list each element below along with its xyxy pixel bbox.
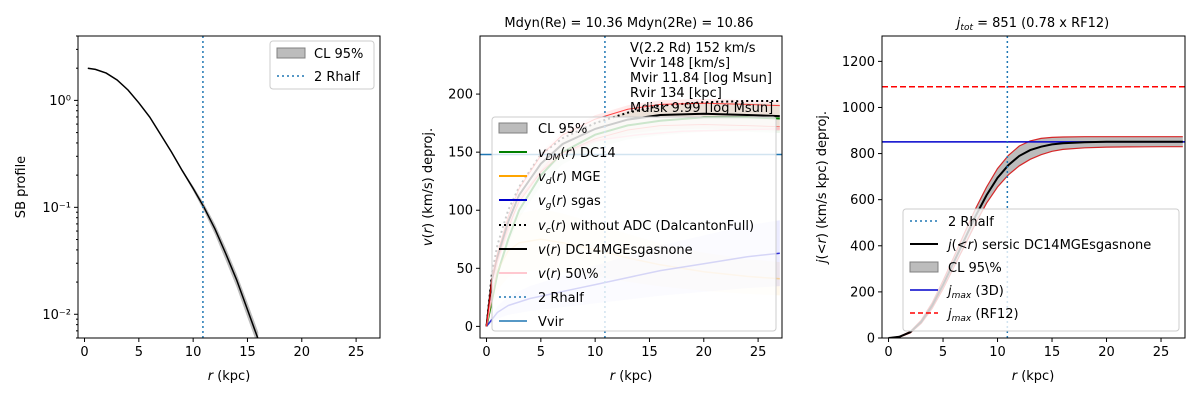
sb-confidence-band [182, 169, 259, 338]
sb-band-area [182, 169, 259, 338]
j-legend-label-jmaxrf12: jmax (RF12) [946, 307, 1019, 324]
sb-ytick-label-0.1: 10⁻¹ [42, 201, 71, 216]
j-xtick-label-25: 25 [1153, 345, 1170, 360]
vel-xtick-label-5: 5 [537, 345, 545, 360]
j-legend-label-sersic: j(<r) sersic DC14MGEsgasnone [946, 238, 1151, 253]
sb-xtick-label-25: 25 [348, 345, 365, 360]
sb-legend-label-rhalf: 2 Rhalf [314, 70, 360, 85]
j-legend-label-band: CL 95\% [948, 261, 1002, 276]
vel-xtick-label-0: 0 [482, 345, 490, 360]
annotation-rvir: Rvir 134 [kpc] [630, 86, 722, 101]
sb-legend-label-band: CL 95% [314, 47, 363, 62]
sb-lines [87, 36, 259, 338]
j-ytick-label-200: 200 [850, 285, 875, 300]
sb-x-label: r (kpc) [208, 369, 251, 384]
j-ytick-label-1000: 1000 [842, 101, 875, 116]
vel-xtick-label-10: 10 [587, 345, 604, 360]
vel-legend-label-v50: v(r) 50\% [538, 267, 599, 282]
vel-ytick-label-200: 200 [448, 88, 473, 103]
j-legend-swatch-band [909, 261, 939, 273]
sb-ytick-label-0.01: 10⁻² [42, 308, 71, 323]
sb-y-label: SB profile [14, 156, 29, 218]
vel-xtick-label-25: 25 [750, 345, 767, 360]
vel-ytick-label-100: 100 [448, 204, 473, 219]
sb-xtick-label-5: 5 [135, 345, 143, 360]
velocity-title: Mdyn(Re) = 10.36 Mdyn(2Re) = 10.86 [504, 16, 753, 31]
j-title: jtot = 851 (0.78 x RF12) [955, 16, 1109, 33]
j-axes-frame [881, 35, 1186, 339]
j-x-label: r (kpc) [1012, 369, 1055, 384]
sb-xtick-label-0: 0 [80, 345, 88, 360]
sb-legend: CL 95% 2 Rhalf [269, 40, 375, 90]
vel-legend-label-rhalf: 2 Rhalf [538, 291, 584, 306]
j-ytick-label-800: 800 [850, 147, 875, 162]
panel-velocity: V(2.2 Rd) 152 km/s Vvir 148 [km/s] Mvir … [421, 16, 783, 384]
j-ytick-label-400: 400 [850, 239, 875, 254]
j-ytick-label-1200: 1200 [842, 55, 875, 70]
sb-profile-line [87, 67, 259, 338]
j-ytick-label-0: 0 [867, 332, 875, 347]
panel-sb-profile: 0 5 10 15 20 25 10⁻² 10⁻¹ 10⁰ r (kpc) SB profil… [14, 35, 381, 384]
sb-y-ticks: 10⁻² 10⁻¹ 10⁰ [42, 35, 78, 339]
sb-legend-swatch-band [276, 47, 306, 59]
j-x-ticks: 0 5 10 15 20 25 [884, 338, 1169, 360]
j-ytick-label-600: 600 [850, 193, 875, 208]
velocity-annotation: V(2.2 Rd) 152 km/s Vvir 148 [km/s] Mvir … [630, 41, 773, 116]
vel-legend-label-vtot: v(r) DC14MGEsgasnone [538, 243, 693, 258]
sb-ytick-label-1: 10⁰ [49, 94, 71, 109]
vel-ytick-label-150: 150 [448, 146, 473, 161]
annotation-v22: V(2.2 Rd) 152 km/s [630, 41, 756, 56]
j-xtick-label-15: 15 [1044, 345, 1061, 360]
j-xtick-label-0: 0 [884, 345, 892, 360]
j-legend-label-jmax3d: jmax (3D) [946, 284, 1004, 301]
vel-ytick-label-50: 50 [456, 262, 473, 277]
sb-xtick-label-20: 20 [294, 345, 311, 360]
velocity-y-ticks: 0 50 100 150 200 [448, 88, 480, 335]
annotation-mdisk: Mdisk 9.99 [log Msun] [630, 101, 773, 116]
j-xtick-label-10: 10 [989, 345, 1006, 360]
sb-axes-frame [77, 35, 381, 339]
velocity-y-label: v(r) (km/s) deproj. [421, 128, 436, 246]
j-xtick-label-5: 5 [939, 345, 947, 360]
velocity-x-ticks: 0 5 10 15 20 25 [482, 338, 766, 360]
vel-xtick-label-20: 20 [696, 345, 713, 360]
j-xtick-label-20: 20 [1098, 345, 1115, 360]
vel-ytick-label-0: 0 [465, 320, 473, 335]
vel-legend-label-band: CL 95% [538, 122, 587, 137]
j-y-ticks: 0 200 400 600 800 1000 1200 [842, 55, 882, 347]
vel-legend-swatch-band [498, 122, 528, 134]
vel-legend-label-vvir: Vvir [538, 315, 564, 330]
j-legend: 2 Rhalf j(<r) sersic DC14MGEsgasnone CL … [902, 208, 1180, 332]
sb-xtick-label-10: 10 [185, 345, 202, 360]
panel-angular-momentum: 0 5 10 15 20 25 0 200 400 600 800 1000 1200 jtot = … [815, 16, 1186, 384]
velocity-legend-box [491, 116, 777, 332]
j-legend-label-rhalf: 2 Rhalf [948, 215, 994, 230]
j-y-label: j(<r) (km/s kpc) deproj. [815, 111, 830, 265]
velocity-x-label: r (kpc) [610, 369, 653, 384]
sb-xtick-label-15: 15 [239, 345, 256, 360]
sb-x-ticks: 0 5 10 15 20 25 [80, 338, 364, 360]
annotation-mvir: Mvir 11.84 [log Msun] [630, 71, 772, 86]
vel-legend-label-disk: vd(r) MGE [538, 170, 601, 187]
vel-xtick-label-15: 15 [641, 345, 658, 360]
annotation-vvir: Vvir 148 [km/s] [630, 56, 730, 71]
j-legend-box [902, 208, 1180, 332]
velocity-axes-frame [479, 35, 783, 339]
vel-legend-label-gas: vg(r) sgas [538, 194, 601, 211]
velocity-legend: CL 95% vDM(r) DC14 vd(r) MGE vg(r) sgas … [491, 116, 777, 332]
vel-legend-label-vc: vc(r) without ADC (DalcantonFull) [538, 219, 754, 236]
